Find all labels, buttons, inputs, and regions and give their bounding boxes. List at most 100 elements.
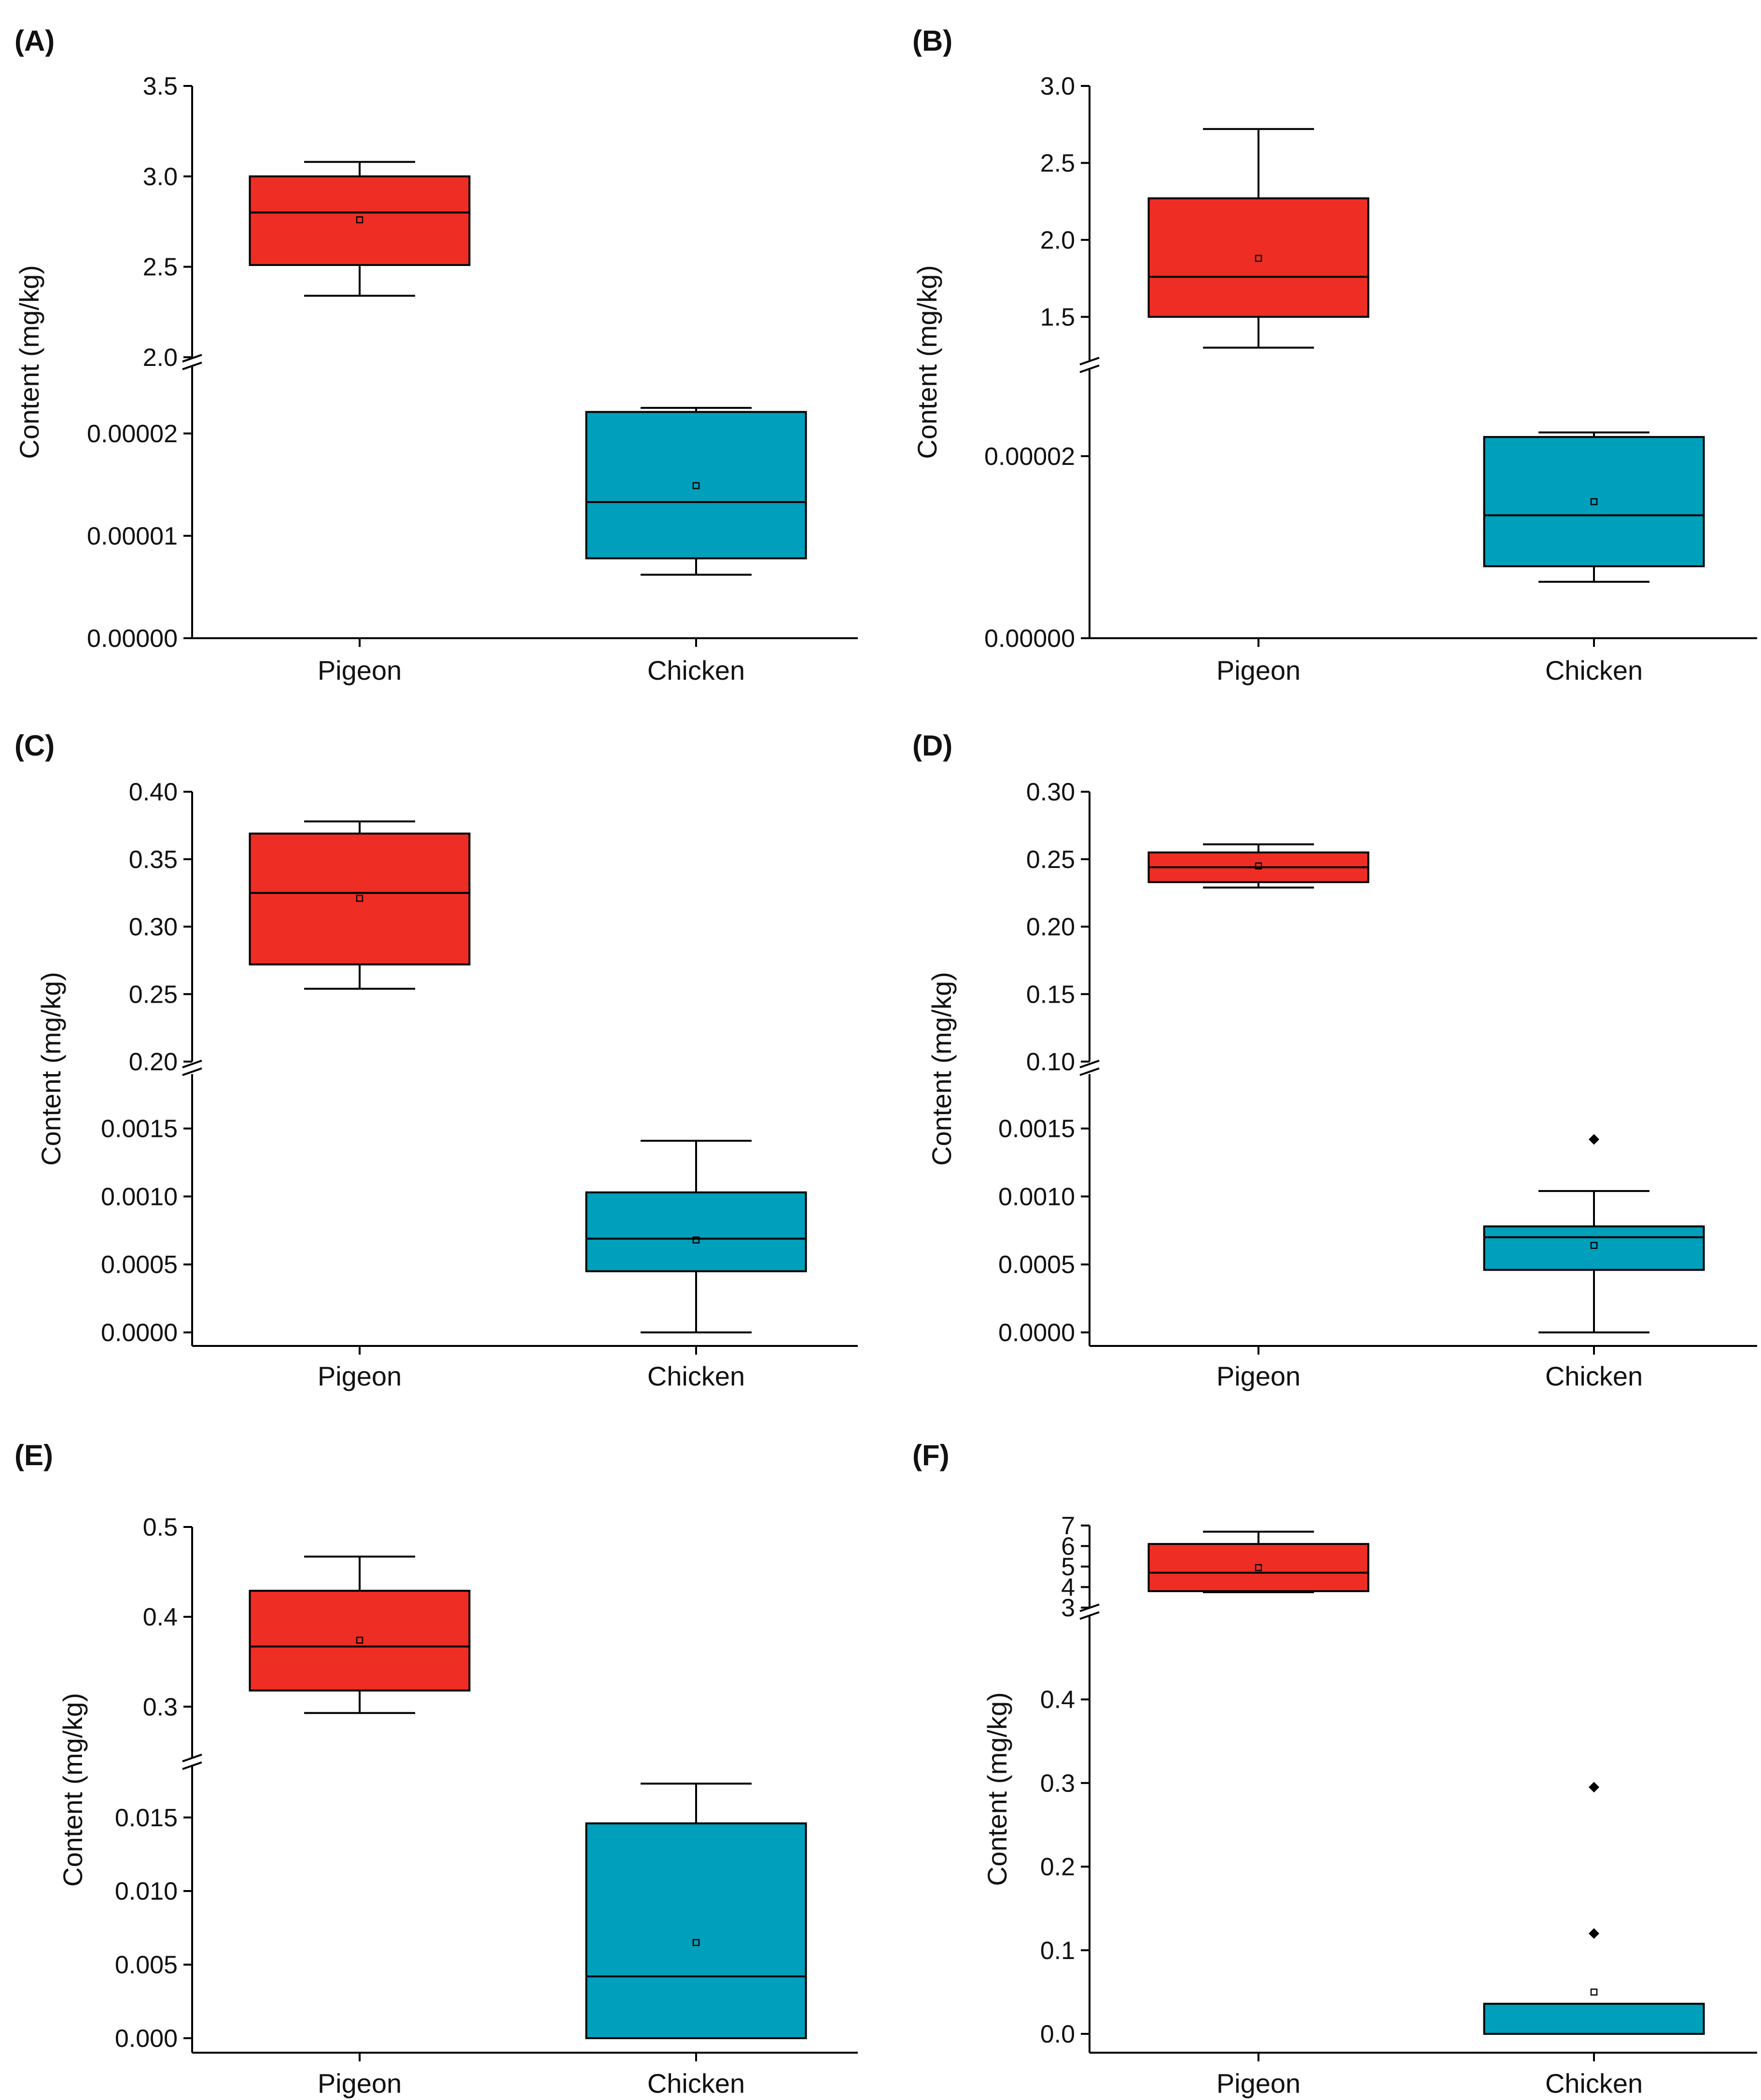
y-tick-label: 0.0015 — [101, 1115, 178, 1143]
y-tick-label: 3.0 — [143, 163, 178, 191]
y-tick-label: 0.0010 — [998, 1183, 1075, 1211]
y-tick-label: 0.15 — [1026, 980, 1075, 1008]
y-tick-label: 2.5 — [1040, 149, 1075, 177]
iqr-box — [585, 1822, 807, 2039]
axis-break — [182, 1753, 203, 1770]
axis-break-mark — [182, 362, 202, 370]
y-tick-label: 0.3 — [143, 1693, 178, 1721]
mean-marker — [1255, 1564, 1262, 1571]
x-tick-label: Chicken — [647, 655, 745, 686]
axis-break-gap — [182, 358, 203, 366]
mean-marker — [356, 895, 363, 902]
y-tick-label: 0.20 — [129, 1048, 178, 1076]
y-tick-label: 0.30 — [1026, 778, 1075, 806]
y-tick-label: 0.010 — [115, 1877, 178, 1905]
axis-break-mark — [1079, 1060, 1100, 1068]
axis-break-mark — [1079, 1611, 1100, 1620]
chicken-boxplot — [1483, 431, 1705, 583]
y-tick-label: 3.0 — [1040, 72, 1075, 100]
y-tick-label: 0.2 — [1040, 1853, 1075, 1881]
y-tick-label: 2.0 — [143, 344, 178, 372]
axis-break-mark — [182, 1761, 202, 1770]
mean-marker — [692, 1939, 700, 1946]
axis-break-mark — [1079, 357, 1100, 365]
axis-break-gap — [1079, 1064, 1100, 1072]
chicken-boxplot — [585, 1782, 807, 2039]
iqr-box — [1483, 436, 1705, 568]
x-tick-label: Pigeon — [318, 655, 402, 686]
mean-marker — [1255, 862, 1262, 869]
x-tick-label: Chicken — [1545, 2068, 1643, 2099]
chicken-boxplot — [585, 1139, 807, 1333]
y-tick-label: 0.5 — [143, 1513, 178, 1541]
panel-label: (E) — [14, 1439, 53, 1471]
pigeon-boxplot — [249, 1555, 471, 1714]
x-tick-label: Pigeon — [1216, 655, 1300, 686]
mean-marker — [1255, 254, 1262, 262]
y-axis-label: Content (mg/kg) — [14, 265, 44, 459]
y-tick-label: 0.4 — [1040, 1686, 1075, 1714]
y-tick-label: 0.0 — [1040, 2020, 1075, 2048]
mean-marker — [356, 216, 363, 224]
mean-marker — [356, 1637, 363, 1644]
y-tick-label: 7 — [1061, 1512, 1075, 1540]
y-axis-label: Content (mg/kg) — [36, 972, 66, 1166]
y-tick-label: 3.5 — [143, 72, 178, 100]
axis-break — [1079, 357, 1100, 373]
iqr-box — [249, 1590, 471, 1692]
iqr-box — [249, 175, 471, 266]
y-tick-label: 6 — [1061, 1533, 1075, 1561]
y-tick-label: 0.3 — [1040, 1769, 1075, 1797]
panel-b: (B) Content (mg/kg) 1.5 2.0 2.5 3.0 0.00000 0.0… — [912, 25, 1757, 686]
panel-e: (E) Content (mg/kg) 0.3 0.4 0.5 0.000 0.005 0.0… — [14, 1439, 858, 2099]
panel-label: (B) — [912, 25, 952, 57]
y-tick-label: 0.00001 — [87, 522, 178, 550]
chicken-boxplot — [1483, 1134, 1705, 1333]
y-axis-label: Content (mg/kg) — [982, 1692, 1012, 1886]
axis-break-mark — [1079, 364, 1100, 373]
iqr-box — [249, 832, 471, 966]
axis-break-mark — [182, 1753, 202, 1763]
y-tick-label: 0.4 — [143, 1603, 178, 1631]
y-tick-label: 0.30 — [129, 913, 178, 941]
pigeon-boxplot — [249, 820, 471, 990]
outlier-point — [1589, 1134, 1599, 1145]
iqr-box — [1147, 1543, 1370, 1592]
y-tick-label: 0.00000 — [984, 625, 1075, 653]
y-tick-label: 0.25 — [1026, 846, 1075, 874]
y-tick-label: 3 — [1061, 1594, 1075, 1622]
chicken-boxplot — [585, 406, 807, 576]
mean-marker — [1590, 1988, 1598, 1996]
y-tick-label: 5 — [1061, 1553, 1075, 1581]
y-tick-label: 0.40 — [129, 778, 178, 806]
y-tick-label: 0.0005 — [101, 1251, 178, 1279]
axis-break-mark — [182, 1067, 202, 1076]
panel-label: (C) — [14, 729, 55, 762]
y-tick-label: 0.10 — [1026, 1048, 1075, 1076]
chicken-boxplot — [1483, 1782, 1705, 2035]
mean-marker — [692, 482, 700, 490]
y-tick-label: 2.0 — [1040, 226, 1075, 254]
y-tick-label: 0.25 — [129, 980, 178, 1008]
y-tick-label: 4 — [1061, 1574, 1075, 1602]
pigeon-boxplot — [249, 161, 471, 297]
mean-marker — [1590, 1242, 1598, 1249]
y-tick-label: 0.1 — [1040, 1937, 1075, 1965]
y-axis-label: Content (mg/kg) — [926, 972, 957, 1166]
panel-label: (A) — [14, 25, 55, 57]
x-tick-label: Pigeon — [1216, 1361, 1300, 1391]
y-axis-label: Content (mg/kg) — [912, 265, 942, 459]
y-tick-label: 0.00002 — [87, 420, 178, 448]
iqr-box — [1483, 2002, 1705, 2035]
pigeon-boxplot — [1147, 843, 1370, 889]
y-tick-label: 0.0010 — [101, 1183, 178, 1211]
y-tick-label: 0.0000 — [101, 1319, 178, 1347]
y-tick-label: 0.0015 — [998, 1115, 1075, 1143]
outlier-point — [1589, 1782, 1599, 1793]
y-tick-label: 2.5 — [143, 253, 178, 281]
pigeon-boxplot — [1147, 1530, 1370, 1594]
mean-marker — [1590, 498, 1598, 505]
y-tick-label: 0.00000 — [87, 625, 178, 653]
panel-d: (D) Content (mg/kg) 0.10 0.15 0.20 0.25 0.30 0.… — [912, 729, 1757, 1391]
